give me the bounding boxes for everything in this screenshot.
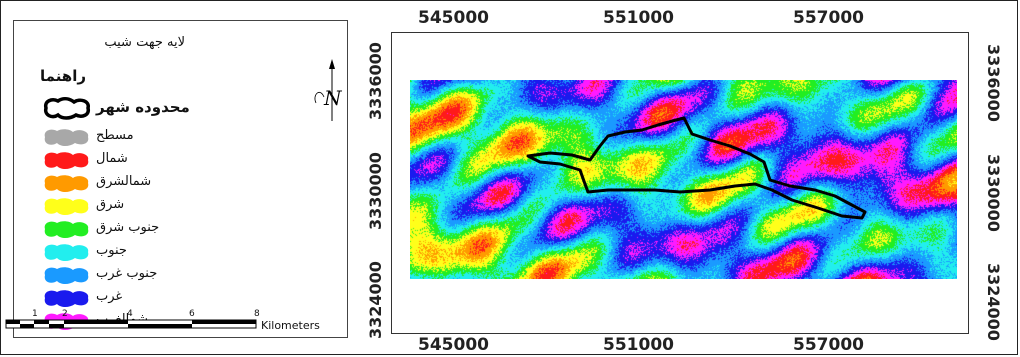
- x-tick-label: 551000: [603, 335, 674, 355]
- north-letter: N: [323, 86, 343, 110]
- y-tick-label: 3330000: [984, 154, 1003, 232]
- scale-unit: Kilometers: [261, 319, 320, 332]
- scale-tick-label: 8: [254, 309, 260, 319]
- legend-swatch: [44, 152, 89, 169]
- legend-item-label: شمال: [96, 151, 128, 166]
- city-boundary-outline: [526, 116, 867, 220]
- legend-item-label: جنوب: [96, 243, 127, 258]
- x-tick-label: 551000: [603, 8, 674, 28]
- x-tick-label: 557000: [793, 8, 864, 28]
- y-tick-label: 3336000: [366, 42, 385, 120]
- legend-swatch: [44, 290, 89, 307]
- legend-swatch: [44, 198, 89, 215]
- legend-item-label: غرب: [96, 289, 123, 304]
- legend-item-label: جنوب غرب: [96, 266, 158, 281]
- scale-tick-label: 4: [127, 309, 133, 319]
- legend-item-label: شمالشرق: [96, 174, 152, 189]
- scale-tick-label: 1: [32, 309, 38, 319]
- y-tick-label: 3336000: [984, 44, 1003, 122]
- x-tick-label: 545000: [418, 335, 489, 355]
- boundary-symbol: [43, 97, 91, 120]
- legend-title: لایه جهت شیب: [104, 35, 185, 50]
- legend-panel: لایه جهت شیب راهنما محدوده شهر مسطح شمال ش…: [13, 20, 348, 338]
- y-tick-label: 3324000: [366, 261, 385, 339]
- legend-swatch: [44, 221, 89, 238]
- scale-tick-label: 6: [189, 309, 195, 319]
- legend-swatch: [44, 175, 89, 192]
- x-tick-label: 545000: [418, 8, 489, 28]
- scale-tick-label: 2: [62, 309, 68, 319]
- boundary-label: محدوده شهر: [96, 98, 190, 116]
- x-tick-label: 557000: [793, 335, 864, 355]
- slope-aspect-map: [410, 80, 957, 279]
- legend-item-label: جنوب شرق: [96, 220, 160, 235]
- legend-swatch: [44, 244, 89, 261]
- legend-item-label: مسطح: [96, 128, 134, 143]
- north-arrow-icon: N: [314, 59, 343, 121]
- legend-heading: راهنما: [40, 67, 86, 85]
- scale-bar: [5, 319, 257, 329]
- y-tick-label: 3324000: [984, 263, 1003, 341]
- legend-swatch: [44, 129, 89, 146]
- y-tick-label: 3330000: [366, 152, 385, 230]
- legend-item-label: شرق: [96, 197, 125, 212]
- legend-swatch: [44, 267, 89, 284]
